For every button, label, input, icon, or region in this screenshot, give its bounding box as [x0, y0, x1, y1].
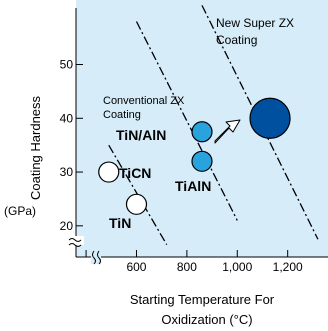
trend-line-3	[201, 5, 319, 240]
y-tick-label: 20	[60, 219, 74, 233]
trend-line-2	[135, 21, 238, 221]
x-axis-break-icon	[91, 250, 101, 265]
y-axis-break-icon	[66, 236, 84, 247]
x-tick-label: 1,000	[222, 260, 252, 274]
data-point-ticn	[98, 161, 120, 183]
x-tick-label: 800	[177, 260, 197, 274]
point-label-tialn: TiAlN	[175, 178, 211, 194]
y-tick-label: 50	[60, 58, 74, 72]
point-label-ticn: TiCN	[119, 165, 151, 181]
annotation-conventional-line1: Conventional ZX	[103, 95, 185, 107]
axis-ticks: 20 30 40 50 600 800 1,000 1,200	[60, 58, 303, 274]
y-tick-label: 30	[60, 165, 74, 179]
annotation-new-super-line1: New Super ZX	[216, 16, 294, 30]
annotation-new-super-line2: Coating	[216, 33, 257, 47]
x-tick-label: 1,200	[273, 260, 303, 274]
data-point-tin-aln	[191, 121, 213, 143]
y-axis-unit: (GPa)	[4, 204, 36, 218]
data-point-tin	[125, 193, 148, 215]
data-point-tialn	[191, 150, 213, 172]
y-axis-title: Coating Hardness	[28, 95, 43, 200]
annotation-conventional-line2: Coating	[103, 109, 141, 121]
data-points	[98, 97, 291, 215]
arrow-icon	[214, 119, 241, 144]
point-label-tinaln: TiN/AlN	[116, 127, 166, 143]
x-axis-title-line1: Starting Temperature For	[130, 292, 275, 307]
data-point-new-super-zx	[249, 97, 291, 139]
point-label-tin: TiN	[109, 215, 131, 231]
y-tick-label: 40	[60, 111, 74, 125]
x-tick-label: 600	[126, 260, 146, 274]
x-axis-title-line2: Oxidization (°C)	[161, 312, 252, 327]
